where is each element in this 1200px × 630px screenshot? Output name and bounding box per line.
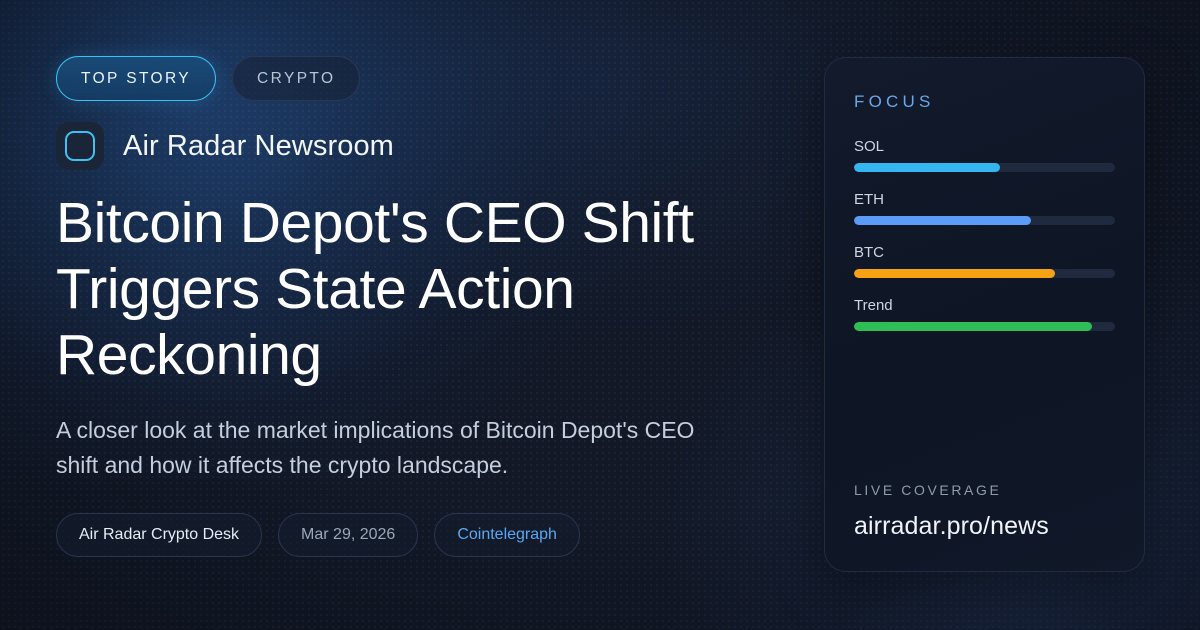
page-title: Bitcoin Depot's CEO Shift Triggers State… (56, 191, 694, 388)
badge-row: TOP STORY CRYPTO (56, 56, 782, 101)
bar-track-trend (854, 322, 1115, 331)
focus-panel-title: FOCUS (854, 92, 935, 111)
bar-track-sol (854, 163, 1115, 172)
focus-panel: FOCUS SOL ETH BTC (824, 57, 1145, 572)
bar-row-eth: ETH (854, 191, 1115, 225)
bar-fill-eth (854, 216, 1032, 225)
bar-row-sol: SOL (854, 138, 1115, 172)
article-column: TOP STORY CRYPTO Air Radar Newsroom Bitc… (56, 56, 782, 558)
badge-top-story[interactable]: TOP STORY (56, 56, 217, 101)
chip-source[interactable]: Cointelegraph (434, 513, 580, 558)
article-summary: A closer look at the market implications… (56, 417, 695, 479)
chip-author[interactable]: Air Radar Crypto Desk (56, 513, 263, 558)
bar-row-trend: Trend (854, 297, 1115, 331)
bar-row-btc: BTC (854, 244, 1115, 278)
bar-track-eth (854, 216, 1115, 225)
badge-crypto[interactable]: CRYPTO (232, 56, 361, 101)
bar-fill-sol (854, 163, 1001, 172)
live-coverage-label: LIVE COVERAGE (854, 482, 1002, 498)
bar-track-btc (854, 269, 1115, 278)
site-url[interactable]: airradar.pro/news (854, 512, 1049, 540)
chip-date: Mar 29, 2026 (278, 513, 419, 558)
bar-label-btc: BTC (854, 244, 884, 261)
bar-label-trend: Trend (854, 297, 893, 314)
brand-row: Air Radar Newsroom (56, 122, 782, 170)
rounded-square-logo-icon (56, 122, 104, 170)
bar-label-eth: ETH (854, 191, 884, 208)
brand-name: Air Radar Newsroom (123, 129, 394, 162)
focus-bar-chart: SOL ETH BTC (854, 138, 1115, 331)
panel-spacer (854, 331, 1115, 482)
bar-label-sol: SOL (854, 138, 885, 155)
bar-fill-btc (854, 269, 1055, 278)
bar-fill-trend (854, 322, 1092, 331)
meta-chip-row: Air Radar Crypto Desk Mar 29, 2026 Coint… (56, 513, 782, 558)
